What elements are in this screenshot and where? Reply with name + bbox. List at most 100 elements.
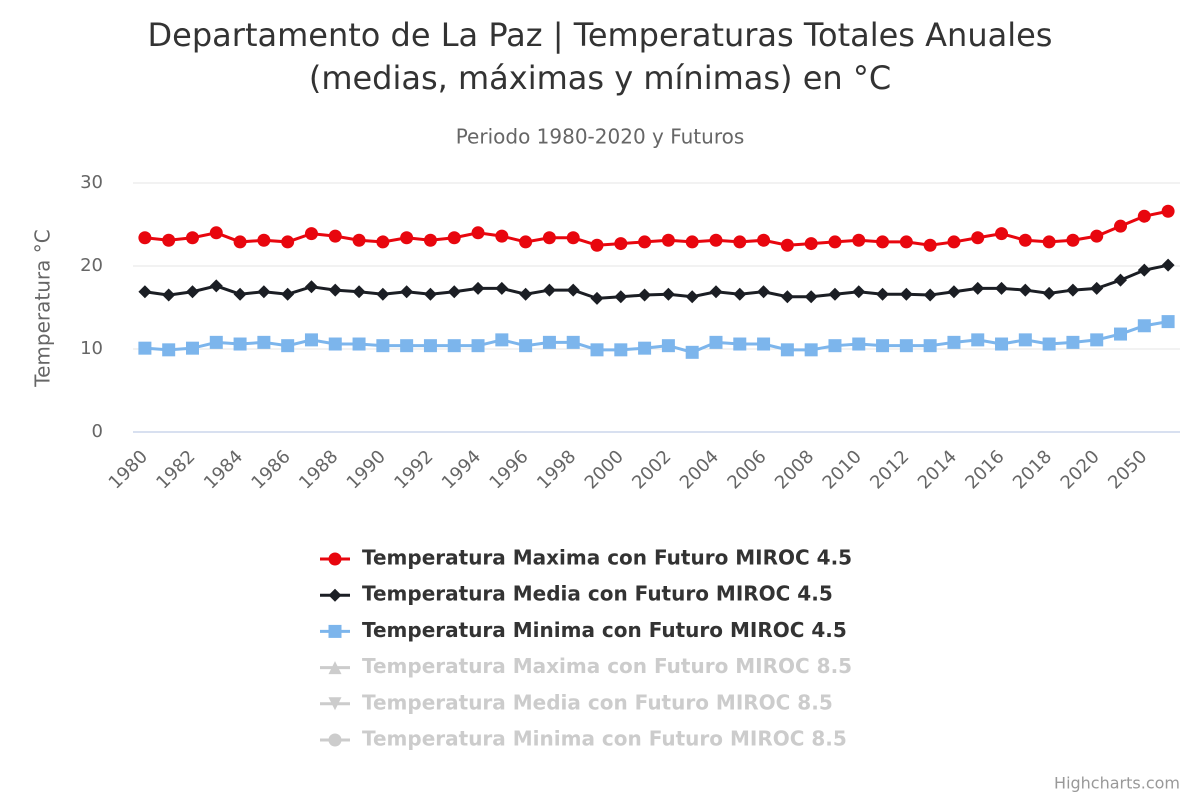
data-point: [1090, 281, 1104, 295]
data-point: [1114, 327, 1128, 341]
legend-symbol: [328, 733, 342, 747]
x-tick-label: 2000: [581, 446, 628, 493]
data-point: [1090, 333, 1104, 347]
series-line: [144, 209, 1169, 247]
data-point: [733, 337, 747, 351]
data-point: [1042, 286, 1056, 300]
data-point: [471, 339, 485, 353]
data-point: [1018, 333, 1032, 347]
data-point: [519, 339, 533, 353]
legend-item[interactable]: Temperatura Minima con Futuro MIROC 8.5: [362, 727, 847, 751]
data-point: [852, 233, 866, 247]
legend-item[interactable]: Temperatura Maxima con Futuro MIROC 8.5: [362, 654, 852, 678]
data-point: [1161, 258, 1175, 272]
data-point: [757, 337, 771, 351]
data-point: [661, 233, 675, 247]
data-point: [804, 237, 818, 251]
data-point: [423, 287, 437, 301]
chart-title: (medias, máximas y mínimas) en °C: [309, 59, 891, 97]
data-point: [709, 233, 723, 247]
data-point: [614, 237, 628, 251]
data-point: [923, 339, 937, 353]
data-point: [138, 341, 152, 355]
data-point: [1066, 335, 1080, 349]
data-point: [685, 290, 699, 304]
x-tick-label: 1992: [390, 446, 437, 493]
data-point: [233, 287, 247, 301]
data-point: [162, 233, 176, 247]
data-point: [185, 231, 199, 245]
data-point: [1137, 209, 1151, 223]
data-point: [995, 227, 1009, 241]
data-point: [209, 226, 223, 240]
legend-symbol: [328, 697, 342, 711]
legend-item[interactable]: Temperatura Media con Futuro MIROC 8.5: [362, 690, 833, 714]
data-point: [1066, 283, 1080, 297]
x-tick-label: 2008: [771, 446, 818, 493]
data-point: [995, 337, 1009, 351]
data-point: [1161, 315, 1175, 329]
data-point: [971, 231, 985, 245]
data-point: [1018, 283, 1032, 297]
data-point: [423, 339, 437, 353]
x-tick-label: 2016: [961, 446, 1008, 493]
x-tick-label: 1988: [295, 446, 342, 493]
x-tick-label: 1996: [485, 446, 532, 493]
data-point: [804, 343, 818, 357]
data-point: [257, 285, 271, 299]
data-point: [400, 231, 414, 245]
data-point: [733, 235, 747, 249]
data-point: [304, 227, 318, 241]
data-point: [614, 290, 628, 304]
legend-item[interactable]: Temperatura Media con Futuro MIROC 4.5: [362, 582, 833, 606]
series-line: [144, 263, 1169, 300]
data-point: [709, 285, 723, 299]
data-point: [971, 281, 985, 295]
data-point: [138, 285, 152, 299]
data-point: [757, 233, 771, 247]
data-point: [1114, 219, 1128, 233]
legend-item[interactable]: Temperatura Minima con Futuro MIROC 4.5: [362, 618, 847, 642]
y-tick-label: 0: [92, 421, 103, 442]
data-point: [852, 337, 866, 351]
chart-title: Departamento de La Paz | Temperaturas To…: [148, 16, 1053, 54]
data-point: [923, 238, 937, 252]
data-point: [899, 339, 913, 353]
legend-symbol: [328, 624, 342, 638]
data-point: [1137, 263, 1151, 277]
data-point: [400, 339, 414, 353]
data-point: [828, 339, 842, 353]
legend-item[interactable]: Temperatura Maxima con Futuro MIROC 4.5: [362, 546, 852, 570]
data-point: [495, 333, 509, 347]
x-tick-label: 2014: [914, 446, 961, 493]
data-point: [352, 233, 366, 247]
data-point: [566, 231, 580, 245]
data-point: [519, 287, 533, 301]
data-point: [257, 233, 271, 247]
data-point: [1042, 337, 1056, 351]
data-point: [638, 288, 652, 302]
data-point: [566, 335, 580, 349]
data-point: [1042, 235, 1056, 249]
data-point: [780, 290, 794, 304]
data-point: [447, 231, 461, 245]
legend-symbol: [328, 661, 342, 675]
data-point: [138, 231, 152, 245]
x-tick-label: 2018: [1009, 446, 1056, 493]
data-point: [376, 235, 390, 249]
data-point: [376, 287, 390, 301]
data-point: [1066, 233, 1080, 247]
legend-symbol: [328, 552, 342, 566]
data-point: [209, 279, 223, 293]
x-tick-label: 1990: [343, 446, 390, 493]
data-point: [638, 235, 652, 249]
data-point: [614, 343, 628, 357]
legend-symbol: [328, 588, 342, 602]
data-point: [257, 335, 271, 349]
data-point: [638, 341, 652, 355]
data-point: [162, 343, 176, 357]
data-point: [471, 281, 485, 295]
data-point: [899, 235, 913, 249]
data-point: [899, 287, 913, 301]
